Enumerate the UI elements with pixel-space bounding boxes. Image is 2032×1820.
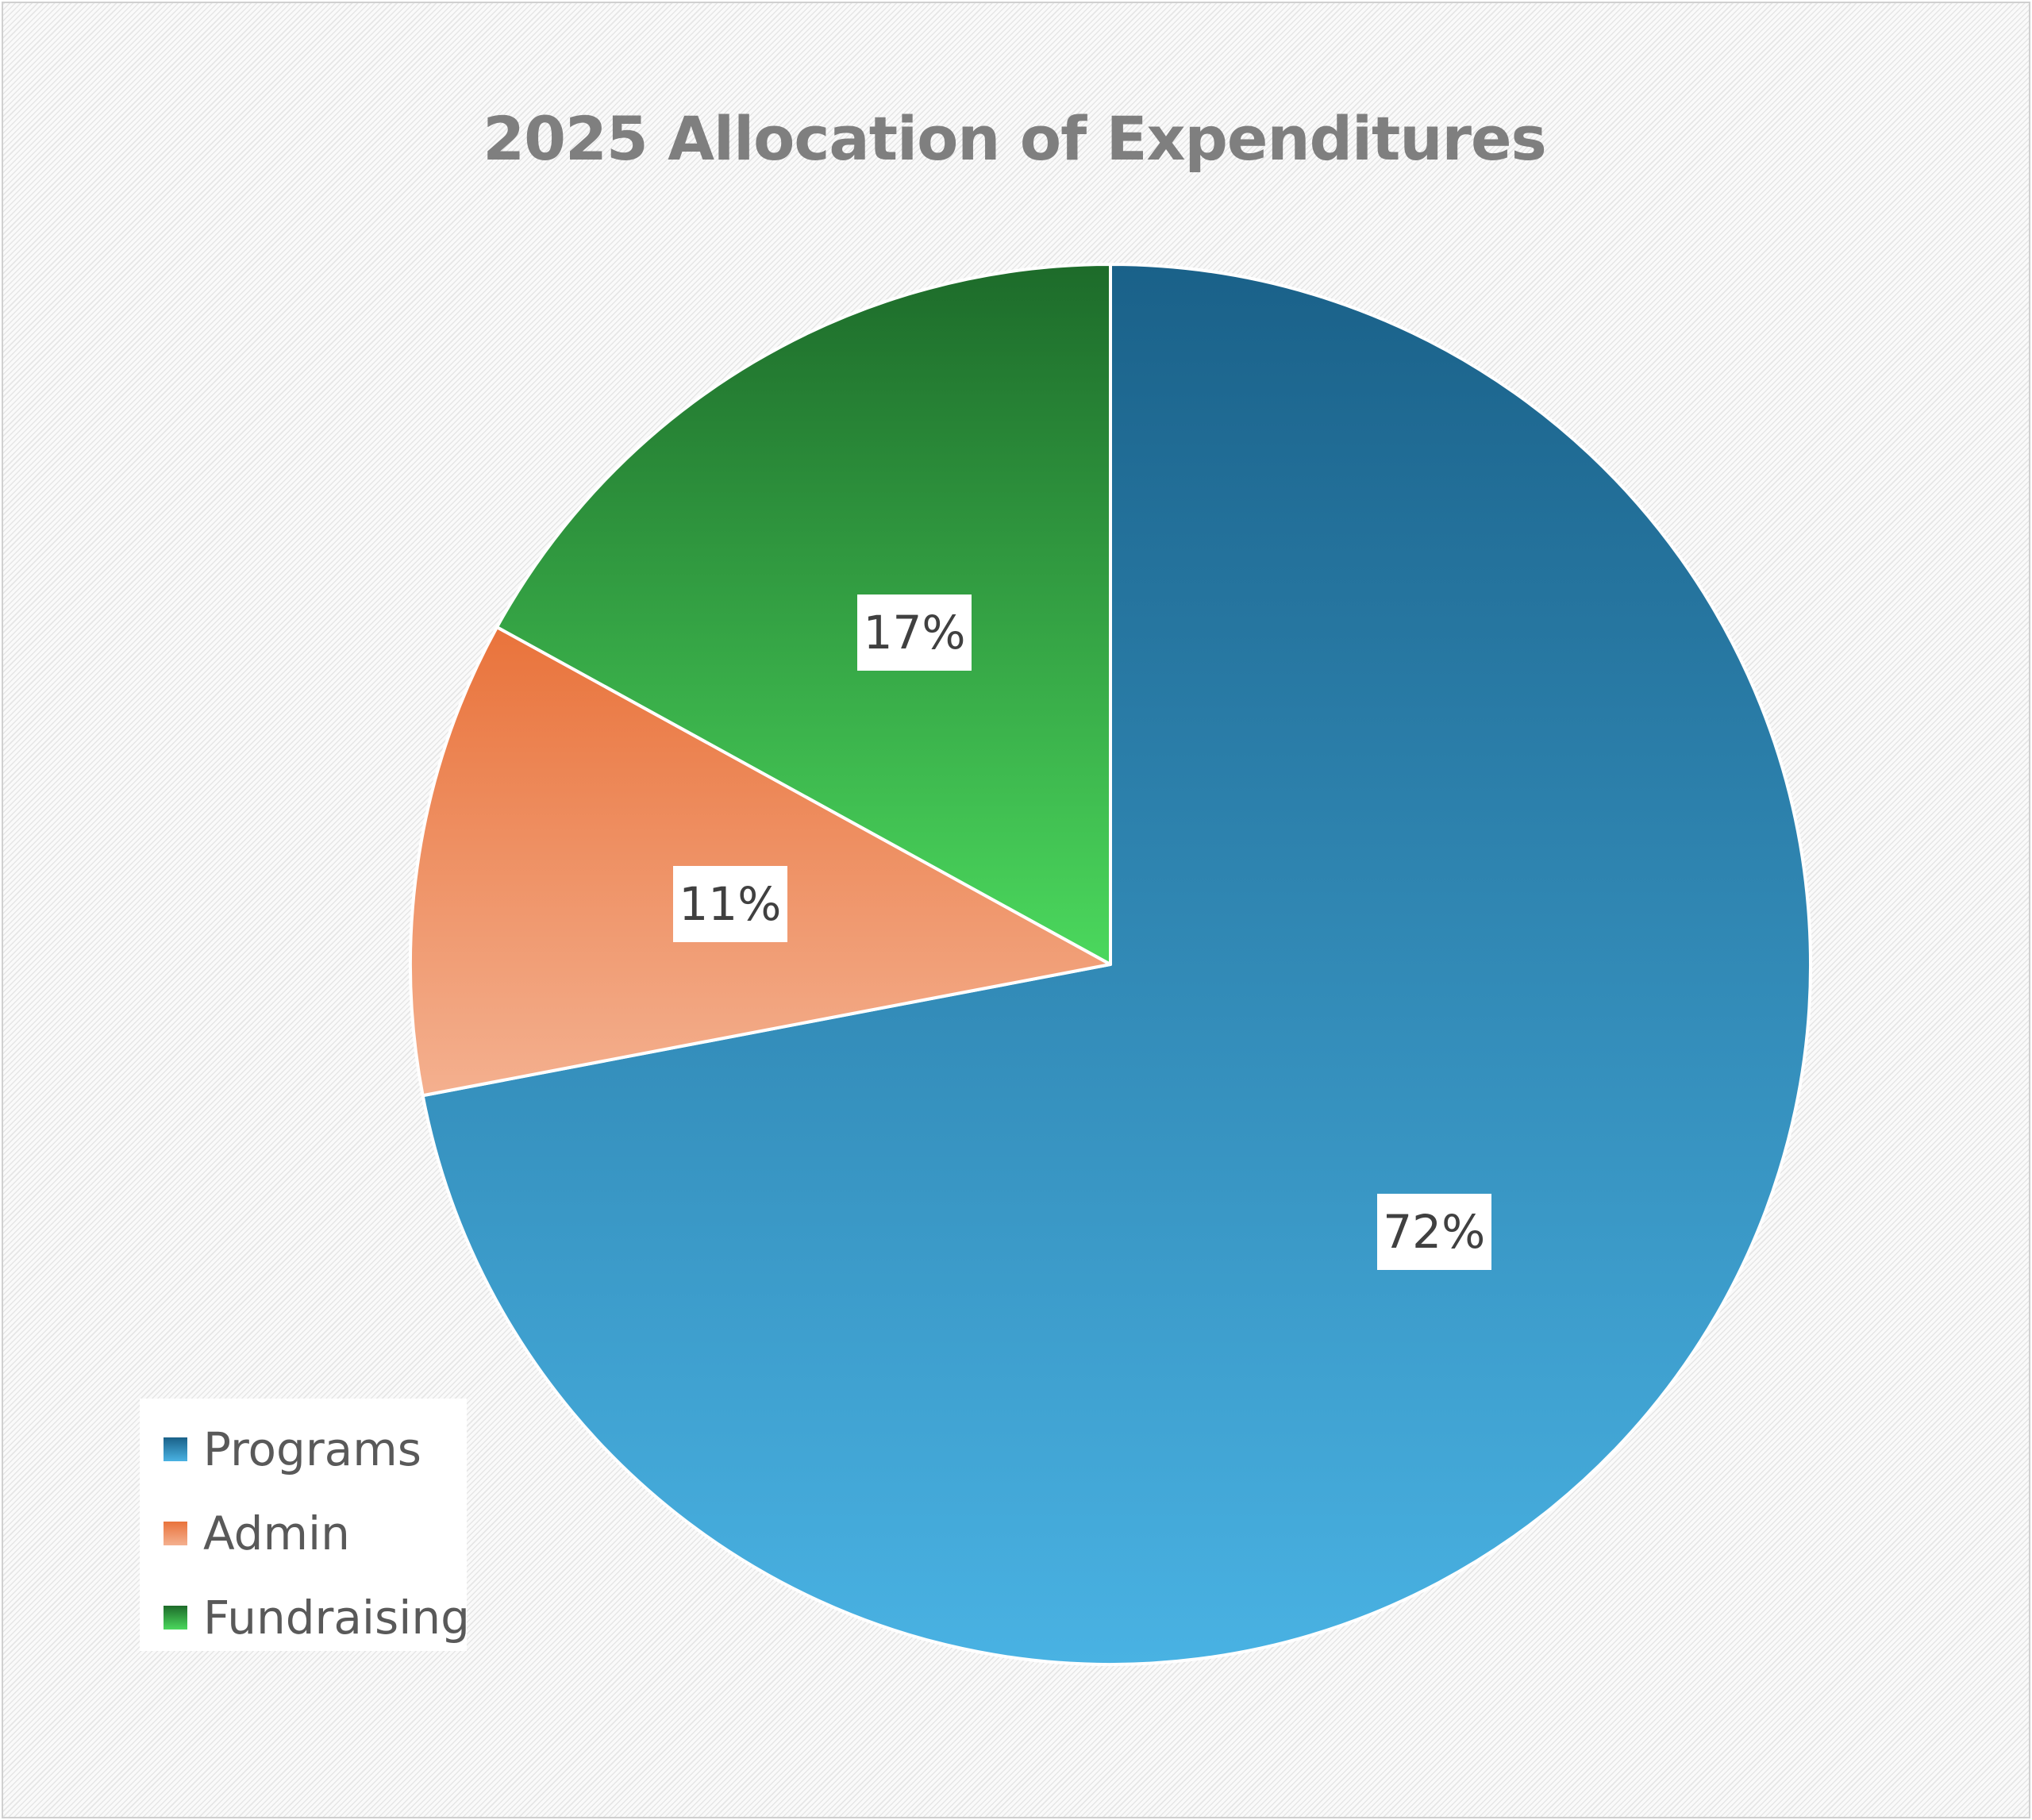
pie-slice-admin [409,625,1112,1098]
data-label-fundraising: 17% [857,594,972,671]
chart-title: 2025 Allocation of Expenditures [483,103,1547,174]
pie-slice-programs [421,263,1812,1666]
data-label-programs: 72% [1376,1194,1491,1271]
legend-swatch-fundraising [164,1606,187,1630]
legend-item-fundraising: Fundraising [164,1586,470,1649]
legend-item-admin: Admin [164,1502,350,1565]
legend-label-programs: Programs [203,1422,421,1476]
legend-label-admin: Admin [203,1506,350,1560]
legend: Programs Admin Fundraising [140,1399,470,1651]
data-label-admin: 11% [672,866,787,943]
legend-label-fundraising: Fundraising [203,1591,470,1645]
legend-swatch-programs [164,1437,187,1461]
pie-slice-fundraising [495,263,1112,966]
legend-swatch-admin [164,1522,187,1545]
legend-item-programs: Programs [164,1418,421,1481]
